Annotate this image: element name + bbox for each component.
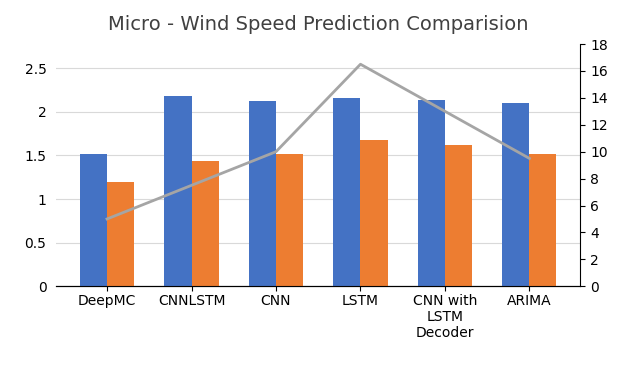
MAPE [272, 149, 280, 154]
Bar [249, 101, 276, 286]
MAPE [441, 109, 449, 113]
Bar [361, 140, 388, 286]
Bar [418, 99, 445, 286]
Bar [502, 103, 529, 286]
MAPE [357, 62, 364, 66]
Bar [80, 154, 107, 286]
MAPE [525, 156, 533, 161]
Bar [192, 161, 218, 286]
Bar [107, 182, 134, 286]
Bar [165, 96, 192, 286]
Title: Micro - Wind Speed Prediction Comparision: Micro - Wind Speed Prediction Comparisio… [108, 15, 529, 34]
Line: MAPE: MAPE [107, 64, 529, 219]
MAPE [188, 183, 195, 188]
Bar [333, 98, 361, 286]
Bar [445, 145, 472, 286]
Bar [276, 154, 303, 286]
MAPE [104, 217, 111, 221]
Bar [529, 154, 557, 286]
